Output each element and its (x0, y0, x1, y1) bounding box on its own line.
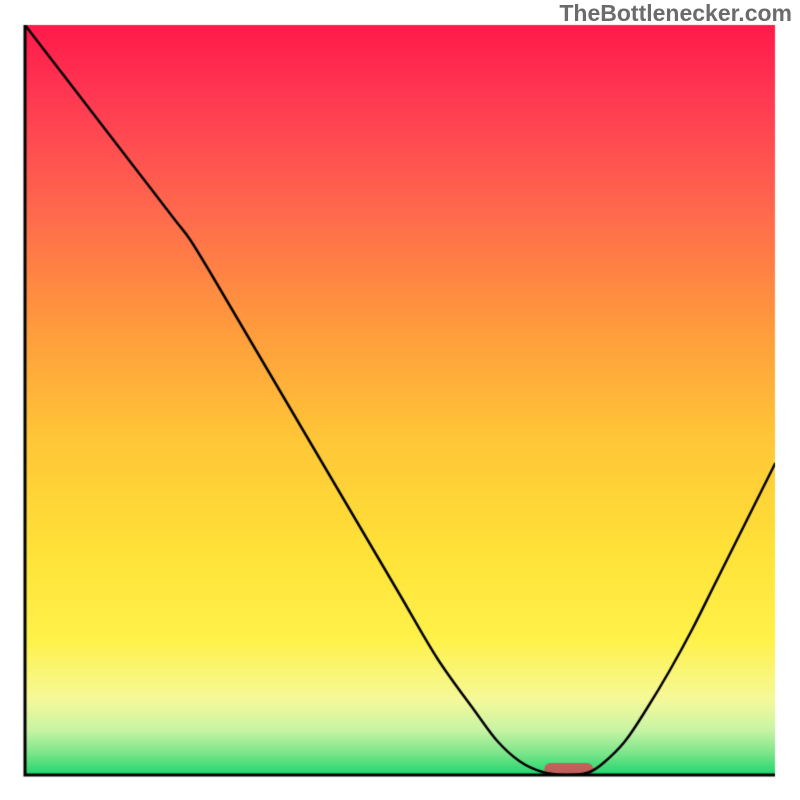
bottleneck-curve-chart (0, 0, 800, 800)
chart-container: TheBottlenecker.com (0, 0, 800, 800)
